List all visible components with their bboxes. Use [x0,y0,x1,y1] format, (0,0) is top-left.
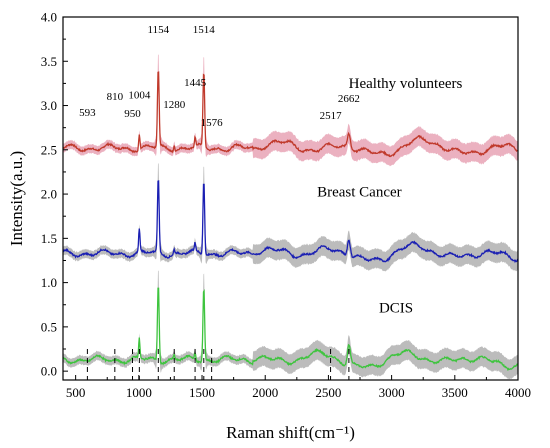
series-line-1 [62,180,519,264]
x-tick-label-1500: 1500 [189,385,215,400]
y-tick-label-1: 0.5 [41,319,57,334]
x-tick-label-500: 500 [66,385,86,400]
peak-label-1576: 1576 [201,117,224,129]
y-tick-label-7: 3.5 [41,54,57,69]
y-axis-title: Intensity(a.u.) [7,151,26,246]
peak-label-1445: 1445 [184,77,207,89]
y-tick-label-8: 4.0 [41,10,57,25]
peak-label-1280: 1280 [163,99,186,111]
peak-label-810: 810 [107,91,124,103]
x-tick-label-2000: 2000 [252,385,278,400]
x-tick-label-3500: 3500 [442,385,468,400]
y-tick-label-2: 1.0 [41,275,57,290]
plot-frame [62,16,519,381]
std-band-2 [63,270,518,380]
peak-label-2662: 2662 [338,93,360,105]
peak-label-593: 593 [79,107,96,119]
x-tick-label-4000: 4000 [505,385,531,400]
peak-label-1004: 1004 [128,89,151,101]
peak-label-1154: 1154 [148,24,170,36]
mean-lines [62,71,519,372]
series-line-2 [62,287,519,372]
std-bands [63,54,518,380]
series-label-2: DCIS [379,301,413,317]
std-band-0 [63,54,518,167]
std-band-1 [63,163,518,272]
y-tick-label-6: 3.0 [41,98,57,113]
series-line-0 [62,71,519,158]
peak-label-2517: 2517 [320,110,343,122]
y-tick-label-3: 1.5 [41,231,57,246]
series-labels: Healthy volunteers Breast Cancer DCIS [317,76,462,317]
series-label-0: Healthy volunteers [349,76,463,92]
y-tick-label-4: 2.0 [41,187,57,202]
peak-label-1514: 1514 [193,24,216,36]
x-tick-label-1000: 1000 [126,385,152,400]
peak-label-950: 950 [124,108,141,120]
y-tick-label-5: 2.5 [41,142,57,157]
y-axis-ticks: 0.0 0.5 1.0 1.5 2.0 2.5 3.0 3.5 4.0 [41,10,68,379]
y-tick-label-0: 0.0 [41,364,57,379]
x-axis-title: Raman shift(cm⁻¹) [226,423,355,442]
x-tick-label-2500: 2500 [315,385,341,400]
x-axis-ticks: 500 1000 1500 2000 2500 3000 3500 4000 [66,375,531,400]
series-label-1: Breast Cancer [317,185,402,201]
x-tick-label-3000: 3000 [379,385,405,400]
